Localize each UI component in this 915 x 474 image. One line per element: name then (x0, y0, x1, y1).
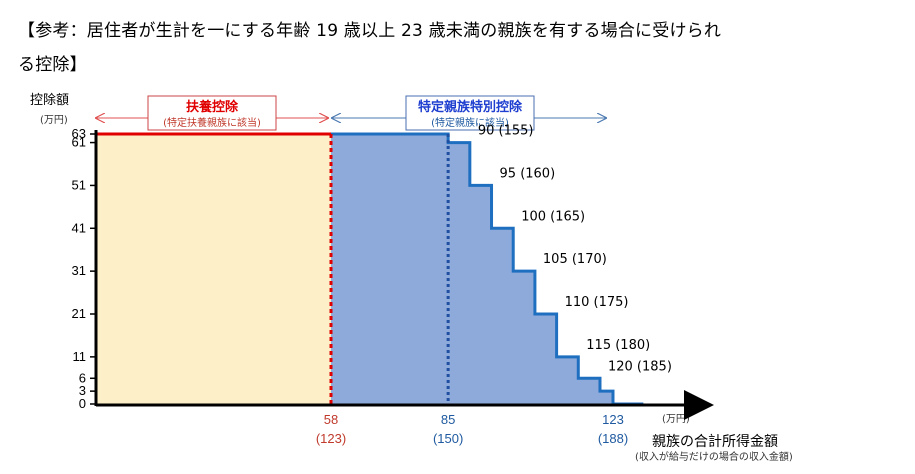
step-line (331, 132, 644, 406)
x-axis-unit: (万円) (662, 414, 690, 425)
step-label-120: 120 (185) (608, 359, 672, 374)
x-tick-sublabel-123: (188) (598, 431, 628, 446)
y-tick-label-3: 3 (79, 383, 86, 398)
tokutei-area (331, 134, 644, 404)
step-label-115: 115 (180) (586, 338, 650, 353)
title-line-2: る控除】 (18, 55, 87, 75)
x-tick-label-58: 58 (324, 412, 338, 427)
y-tick-label-6: 6 (79, 370, 86, 385)
x-tick-sublabel-85: (150) (433, 431, 463, 446)
y-tick-label-41: 41 (72, 220, 86, 235)
fuyo-sublabel: (特定扶養親族に該当) (163, 116, 261, 129)
fuyo-label: 扶養控除 (186, 99, 239, 115)
x-tick-sublabel-58: (123) (316, 431, 346, 446)
x-tick-label-85: 85 (441, 412, 455, 427)
step-label-90: 90 (155) (478, 124, 534, 139)
y-tick-label-11: 11 (73, 349, 87, 364)
x-axis-sublabel: (収入が給与だけの場合の収入金額) (635, 450, 793, 463)
tokutei-sublabel: (特定親族に該当) (431, 116, 509, 129)
step-label-105: 105 (170) (543, 252, 607, 267)
step-label-95: 95 (160) (500, 166, 556, 181)
y-tick-label-21: 21 (72, 306, 86, 321)
tokutei-label-box (405, 95, 535, 131)
tokutei-label: 特定親族特別控除 (418, 99, 523, 115)
title-line-1: 【参考：居住者が生計を一にする年齢 19 歳以上 23 歳未満の親族を有する場合… (18, 21, 722, 41)
y-tick-label-51: 51 (72, 177, 86, 192)
y-axis-unit: (万円) (40, 115, 68, 126)
x-tick-label-123: 123 (602, 412, 624, 427)
fuyo-area (96, 134, 331, 404)
page-title: 【参考：居住者が生計を一にする年齢 19 歳以上 23 歳未満の親族を有する場合… (18, 14, 898, 82)
fuyo-label-box (147, 95, 277, 131)
step-label-110: 110 (175) (565, 295, 629, 310)
y-tick-label-63: 63 (72, 126, 86, 141)
step-label-100: 100 (165) (521, 209, 585, 224)
y-tick-label-61: 61 (72, 135, 86, 150)
x-axis-label: 親族の合計所得金額 (652, 433, 778, 450)
y-axis-label: 控除額 (30, 93, 69, 108)
y-tick-label-31: 31 (72, 263, 86, 278)
y-tick-label-0: 0 (79, 396, 86, 411)
